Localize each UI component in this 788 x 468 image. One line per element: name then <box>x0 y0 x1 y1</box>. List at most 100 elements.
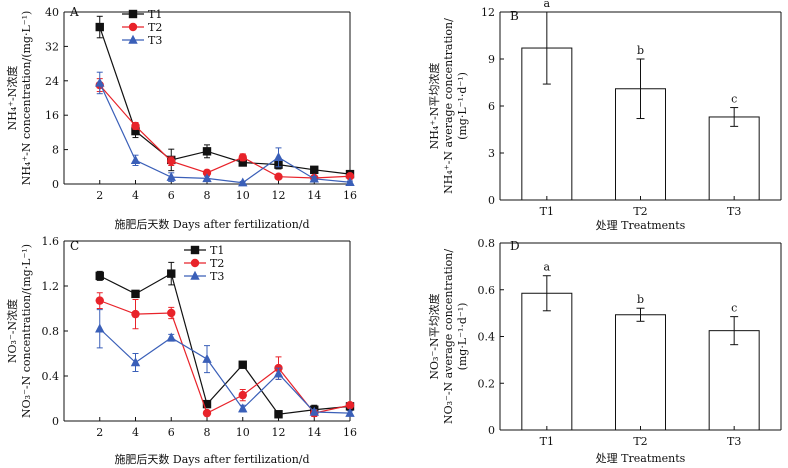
legend-label: T3 <box>210 270 224 283</box>
y-tick-label: 6 <box>488 100 495 113</box>
data-point <box>202 173 212 183</box>
legend-label: T2 <box>148 21 162 34</box>
x-tick-label: 4 <box>132 189 139 202</box>
data-point <box>166 171 176 181</box>
y-axis-title: NH₄⁺-N average concentration/ <box>442 18 455 194</box>
x-axis-title: 施肥后天数 Days after fertilization/d <box>114 453 309 466</box>
legend-marker <box>128 9 138 19</box>
significance-letter: a <box>544 0 551 10</box>
data-point <box>202 168 212 178</box>
y-axis-title: NO₃⁻-N average concentration/ <box>442 249 455 424</box>
data-point <box>238 403 248 413</box>
x-tick-label: 8 <box>204 189 211 202</box>
x-tick-label: 10 <box>236 426 250 439</box>
data-point <box>95 271 104 281</box>
data-point <box>238 390 247 400</box>
significance-letter: c <box>731 302 737 315</box>
series-t3 <box>95 309 355 417</box>
data-point <box>130 155 141 165</box>
y-axis-title: (mg·L⁻¹·d⁻¹) <box>456 72 469 140</box>
x-tick-label: T3 <box>727 435 741 448</box>
x-tick-label: 16 <box>343 189 357 202</box>
data-point <box>95 22 104 32</box>
data-point <box>131 309 140 319</box>
data-point <box>345 172 355 181</box>
data-point <box>238 153 247 162</box>
y-tick-label: 0 <box>488 194 495 207</box>
y-tick-label: 0.6 <box>478 284 496 297</box>
y-tick-label: 24 <box>45 75 59 88</box>
significance-letter: b <box>637 44 644 57</box>
data-point <box>273 152 284 162</box>
panel-c: 0 0.4 0.8 1.2 1.6 NO₃⁻-N浓度 NO₃⁻-N concentratio… <box>5 235 357 466</box>
y-axis-title: NH₄⁺-N concentration/(mg·L⁻¹) <box>20 11 33 186</box>
x-tick-label: T1 <box>540 205 554 218</box>
data-point <box>202 408 212 418</box>
legend-label: T3 <box>148 34 162 47</box>
data-point <box>309 173 319 183</box>
x-tick-label: T3 <box>727 205 741 218</box>
x-axis-title: 处理 Treatments <box>596 452 686 465</box>
data-point <box>131 121 140 131</box>
legend-marker <box>190 270 200 280</box>
significance-letter: a <box>544 261 551 274</box>
significance-letter: b <box>637 293 644 306</box>
panel-letter: D <box>510 239 520 253</box>
data-point <box>130 357 141 367</box>
data-point <box>131 289 140 299</box>
x-tick-label: 8 <box>204 426 211 439</box>
x-axis-title: 处理 Treatments <box>596 219 686 232</box>
y-tick-label: 0 <box>52 415 59 428</box>
data-point <box>202 147 212 156</box>
y-tick-label: 9 <box>488 53 495 66</box>
data-point <box>167 157 176 166</box>
panel-b: 0 3 6 9 12 NH₄⁺-N平均浓度 NH₄⁺-N average concentra… <box>427 0 782 232</box>
panel-d: 0 0.2 0.4 0.6 0.8 NO₃⁻-N平均浓度 NO₃⁻-N average co… <box>427 237 782 465</box>
bar-t1 <box>521 292 573 431</box>
x-tick-label: 4 <box>132 426 139 439</box>
data-point <box>202 399 212 409</box>
data-point <box>309 406 319 416</box>
y-tick-label: 0 <box>488 424 495 437</box>
x-tick-label: 2 <box>96 189 103 202</box>
x-tick-label: 10 <box>236 189 250 202</box>
y-axis-title: NO₃⁻-N浓度 <box>5 299 19 363</box>
y-tick-label: 0 <box>52 178 59 191</box>
data-point <box>345 407 355 417</box>
x-tick-label: 6 <box>168 189 175 202</box>
data-point <box>95 77 105 87</box>
data-point <box>238 177 248 187</box>
data-point <box>310 165 319 175</box>
significance-letter: c <box>731 93 737 106</box>
y-axis-title: NH₄⁺-N浓度 <box>5 66 19 131</box>
series-t2 <box>95 78 355 183</box>
y-tick-label: 8 <box>52 144 59 157</box>
x-tick-label: T2 <box>633 435 647 448</box>
y-tick-label: 1.6 <box>42 235 60 248</box>
bar-t2 <box>615 314 666 431</box>
x-tick-label: 14 <box>307 189 321 202</box>
bar-t3 <box>708 330 760 431</box>
series-t2 <box>95 292 355 418</box>
x-tick-label: 12 <box>272 189 286 202</box>
data-point <box>273 368 284 378</box>
x-tick-label: 16 <box>343 426 357 439</box>
legend-marker <box>190 245 200 255</box>
y-tick-label: 3 <box>488 147 495 160</box>
series-t3 <box>95 71 355 187</box>
x-tick-label: 12 <box>272 426 286 439</box>
x-tick-label: 6 <box>168 426 175 439</box>
series-t1 <box>95 261 355 419</box>
panel-letter: B <box>510 9 519 23</box>
y-axis-title: NO₃⁻-N平均浓度 <box>427 293 441 379</box>
legend-label: T1 <box>210 244 224 257</box>
x-tick-label: T1 <box>540 435 554 448</box>
legend-label: T1 <box>148 8 162 21</box>
data-point <box>202 353 212 363</box>
data-point <box>167 269 176 278</box>
legend-marker <box>190 258 200 268</box>
x-tick-label: 2 <box>96 426 103 439</box>
x-tick-label: T2 <box>633 205 647 218</box>
